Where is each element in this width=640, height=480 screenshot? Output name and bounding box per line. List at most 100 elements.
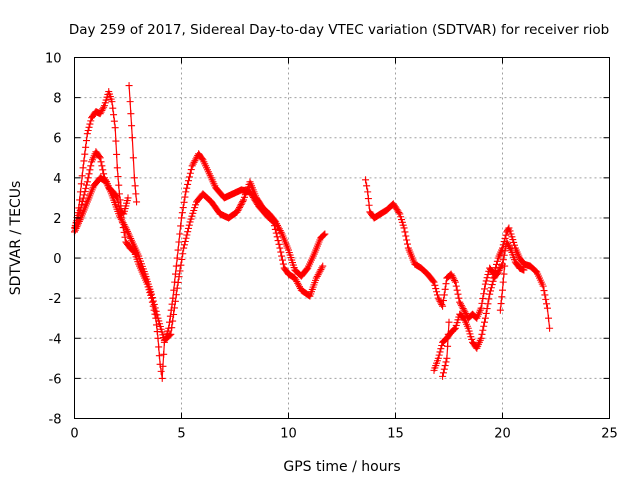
tick-layer: 0 5 10 15 20 25 -8 -6 -4 -2 0 2 4 6 8 10 xyxy=(45,52,618,442)
data-point-marker xyxy=(479,326,487,334)
data-point-marker xyxy=(458,313,466,321)
data-point-marker xyxy=(180,244,188,252)
data-point-marker xyxy=(362,176,370,184)
data-point-marker xyxy=(277,248,285,256)
data-point-marker xyxy=(488,281,496,289)
data-point-marker xyxy=(129,154,137,162)
data-point-marker xyxy=(503,238,511,246)
data-point-marker xyxy=(496,306,504,314)
data-point-marker xyxy=(484,271,492,279)
data-point-marker xyxy=(402,232,410,240)
data-point-marker xyxy=(542,295,550,303)
data-point-marker xyxy=(500,251,508,259)
data-point-marker xyxy=(237,200,245,208)
data-point-marker xyxy=(127,236,135,244)
data-point-marker xyxy=(124,229,132,237)
data-point-marker xyxy=(174,278,182,286)
data-point-marker xyxy=(483,274,491,282)
data-point-marker xyxy=(496,265,504,273)
data-point-marker xyxy=(493,260,501,268)
data-point-marker xyxy=(499,286,506,294)
data-point-marker xyxy=(155,343,163,351)
data-point-marker xyxy=(170,304,178,312)
data-point-marker xyxy=(123,226,131,234)
data-point-marker xyxy=(153,311,161,319)
data-point-marker xyxy=(148,290,156,298)
data-point-marker xyxy=(443,354,451,362)
data-point-marker xyxy=(97,158,105,166)
data-point-marker xyxy=(505,224,513,232)
data-point-marker xyxy=(178,255,186,263)
data-point-marker xyxy=(434,354,442,362)
data-point-marker xyxy=(433,291,441,299)
data-point-marker xyxy=(403,236,411,244)
data-point-marker xyxy=(179,204,187,212)
data-point-marker xyxy=(96,110,104,118)
data-point-marker xyxy=(86,120,94,128)
data-point-marker xyxy=(435,296,443,304)
data-point-marker xyxy=(159,362,167,370)
data-point-marker xyxy=(110,117,118,125)
data-point-marker xyxy=(184,228,192,236)
data-point-marker xyxy=(180,198,188,206)
x-tick-label: 15 xyxy=(387,427,404,442)
data-point-marker xyxy=(180,241,188,249)
data-point-marker xyxy=(486,290,494,298)
data-point-marker xyxy=(540,287,548,295)
data-point-marker xyxy=(444,342,452,350)
data-point-marker xyxy=(483,305,491,313)
data-point-marker xyxy=(96,154,104,162)
data-point-marker xyxy=(173,284,181,292)
x-tick-label: 25 xyxy=(601,427,618,442)
data-point-marker xyxy=(438,301,446,309)
data-point-marker xyxy=(504,225,512,233)
data-point-marker xyxy=(133,198,141,206)
data-point-marker xyxy=(278,252,286,260)
series-arc-e xyxy=(362,176,554,332)
data-point-marker xyxy=(497,263,505,271)
data-point-marker xyxy=(86,166,94,174)
data-point-marker xyxy=(236,203,244,211)
y-tick-label: 10 xyxy=(45,52,62,67)
data-point-marker xyxy=(449,273,457,281)
data-point-marker xyxy=(100,103,108,111)
data-point-marker xyxy=(506,244,514,252)
data-point-marker xyxy=(169,317,177,325)
data-point-marker xyxy=(177,222,185,230)
data-point-marker xyxy=(395,209,403,217)
data-point-marker xyxy=(447,270,455,278)
data-point-marker xyxy=(499,256,507,264)
data-point-marker xyxy=(82,137,90,145)
data-point-marker xyxy=(235,205,243,213)
data-point-marker xyxy=(453,286,461,294)
data-point-marker xyxy=(79,164,87,172)
data-point-marker xyxy=(434,294,442,302)
data-point-marker xyxy=(236,202,244,210)
data-point-marker xyxy=(319,262,327,270)
data-point-marker xyxy=(401,228,409,236)
data-point-marker xyxy=(181,193,189,201)
data-point-marker xyxy=(165,324,173,332)
data-point-marker xyxy=(457,300,465,308)
y-tick-label: -8 xyxy=(49,413,62,428)
data-point-marker xyxy=(130,174,138,182)
data-point-marker xyxy=(454,290,462,298)
series-arc-f xyxy=(430,238,528,374)
data-point-marker xyxy=(172,270,180,278)
data-point-marker xyxy=(82,184,90,192)
data-point-marker xyxy=(439,297,447,305)
data-point-marker xyxy=(166,318,174,326)
data-point-marker xyxy=(539,282,547,290)
data-point-marker xyxy=(113,150,121,158)
data-point-marker xyxy=(127,110,135,118)
data-point-marker xyxy=(128,134,136,142)
data-point-marker xyxy=(455,294,463,302)
data-point-marker xyxy=(153,321,161,329)
data-point-marker xyxy=(442,280,450,288)
data-point-marker xyxy=(479,295,487,303)
data-point-marker xyxy=(482,309,490,317)
data-point-marker xyxy=(111,124,119,132)
data-point-marker xyxy=(97,108,105,116)
data-point-marker xyxy=(442,358,450,366)
data-point-marker xyxy=(432,285,440,293)
